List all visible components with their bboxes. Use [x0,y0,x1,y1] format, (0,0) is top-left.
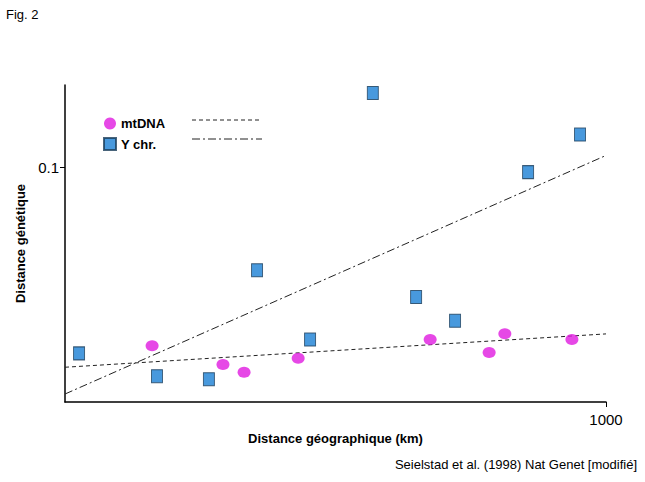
svg-text:Fig. 2: Fig. 2 [6,7,39,22]
svg-text:Y chr.: Y chr. [121,137,156,152]
svg-text:1000: 1000 [589,411,622,428]
svg-text:Distance génétique: Distance génétique [13,184,28,303]
svg-text:Distance géographique (km): Distance géographique (km) [248,431,423,446]
svg-text:Seielstad et al. (1998) Nat Ge: Seielstad et al. (1998) Nat Genet [modif… [395,457,637,472]
svg-text:0.1: 0.1 [38,159,59,176]
svg-text:mtDNA: mtDNA [121,116,166,131]
